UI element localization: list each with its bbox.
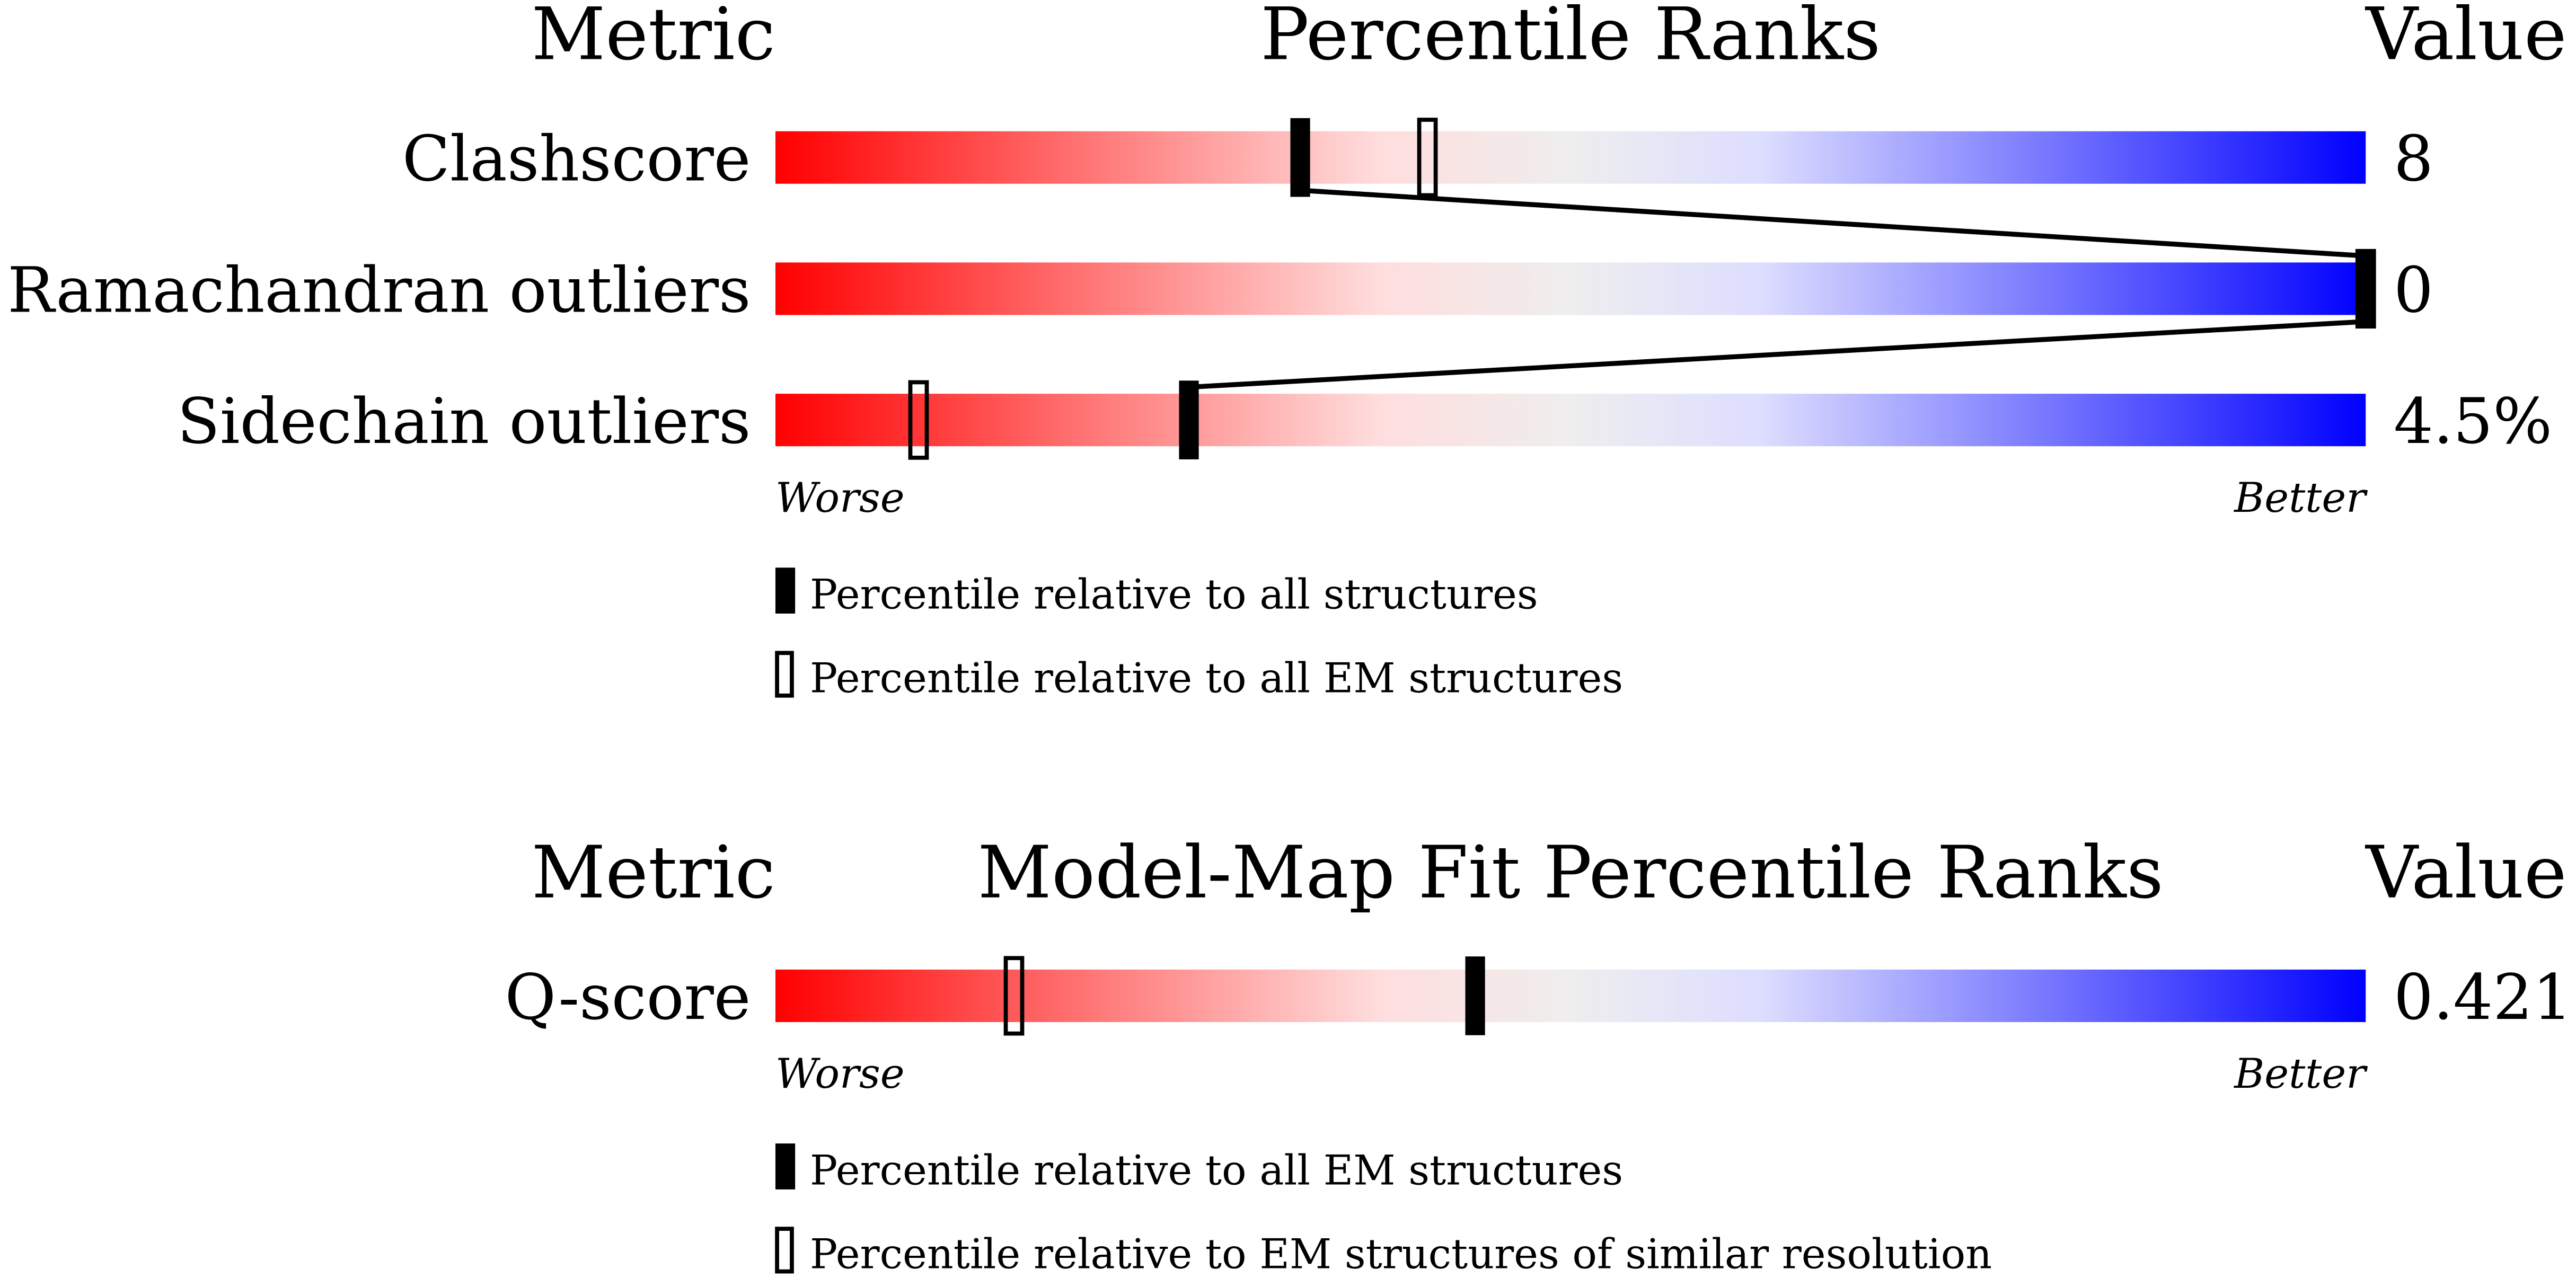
marker-filled xyxy=(2356,249,2376,329)
marker-filled xyxy=(1465,956,1485,1035)
connector xyxy=(1188,319,2366,390)
value-header: Value xyxy=(2365,831,2566,915)
metric-value: 0 xyxy=(2394,254,2433,326)
metric-label: Q-score xyxy=(505,961,751,1034)
marker-open xyxy=(908,380,929,460)
marker-open xyxy=(1417,118,1438,198)
marker-open xyxy=(1003,956,1025,1036)
value-header: Value xyxy=(2365,0,2566,76)
marker-filled xyxy=(1179,380,1199,459)
metric-label: Sidechain outliers xyxy=(177,385,751,458)
worse-label: Worse xyxy=(775,474,905,522)
metric-label: Ramachandran outliers xyxy=(7,254,751,326)
chart-title: Model-Map Fit Percentile Ranks xyxy=(977,831,2163,915)
better-label: Better xyxy=(2233,1050,2368,1098)
percentile-bar xyxy=(775,969,2366,1022)
metric-label: Clashscore xyxy=(402,123,751,196)
chart-title: Percentile Ranks xyxy=(1260,0,1881,76)
percentile-bar xyxy=(775,262,2366,315)
metric-value: 8 xyxy=(2394,123,2433,196)
legend-icon-open xyxy=(775,1227,794,1274)
legend-icon-open xyxy=(775,651,794,698)
better-label: Better xyxy=(2233,474,2368,522)
percentile-bar xyxy=(775,394,2366,447)
legend-label: Percentile relative to all structures xyxy=(810,571,1538,619)
legend-label: Percentile relative to EM structures of … xyxy=(810,1230,1992,1278)
metric-value: 4.5% xyxy=(2394,385,2552,458)
connector xyxy=(1300,188,2366,259)
marker-filled xyxy=(1290,118,1310,197)
metric-header: Metric xyxy=(532,831,775,915)
legend-icon-filled xyxy=(775,1143,796,1190)
metric-value: 0.421 xyxy=(2394,961,2572,1034)
metric-header: Metric xyxy=(532,0,775,76)
legend-label: Percentile relative to all EM structures xyxy=(810,1147,1623,1195)
legend-icon-filled xyxy=(775,567,796,614)
worse-label: Worse xyxy=(775,1050,905,1098)
percentile-bar xyxy=(775,131,2366,184)
legend-label: Percentile relative to all EM structures xyxy=(810,655,1623,703)
